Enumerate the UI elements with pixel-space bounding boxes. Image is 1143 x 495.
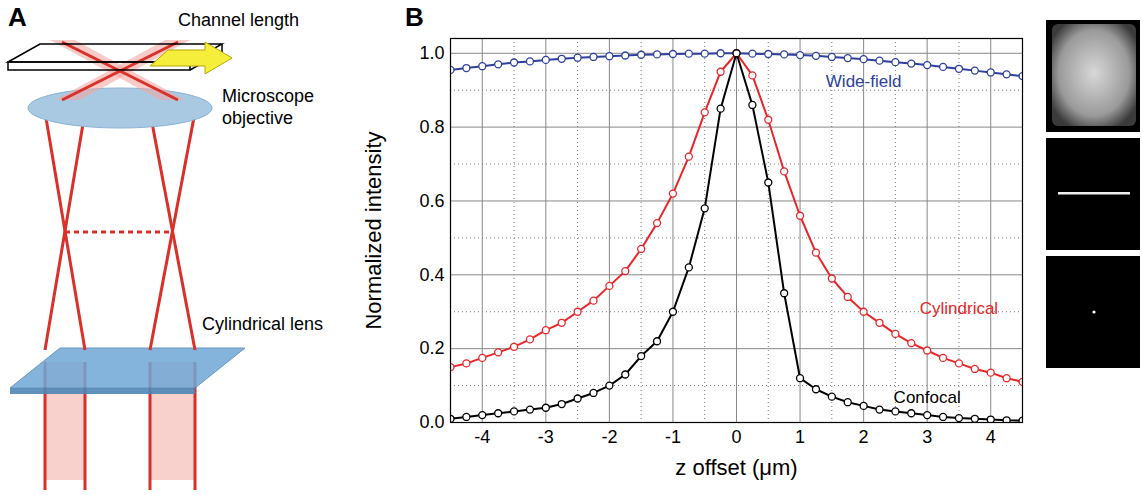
svg-text:z offset (μm): z offset (μm) — [675, 455, 797, 480]
svg-text:2: 2 — [859, 427, 869, 447]
svg-text:0.6: 0.6 — [419, 191, 444, 211]
svg-text:Wide-field: Wide-field — [826, 72, 902, 91]
svg-text:1.0: 1.0 — [419, 43, 444, 63]
svg-text:0.0: 0.0 — [419, 412, 444, 432]
svg-text:Microscopeobjective: Microscopeobjective — [222, 86, 314, 128]
svg-text:0: 0 — [731, 427, 741, 447]
svg-text:-2: -2 — [601, 427, 617, 447]
svg-text:4: 4 — [986, 427, 996, 447]
svg-text:1: 1 — [795, 427, 805, 447]
svg-text:3: 3 — [922, 427, 932, 447]
svg-text:0.4: 0.4 — [419, 265, 444, 285]
html-text:A: A — [8, 2, 27, 32]
svg-text:Cylindrical lens: Cylindrical lens — [202, 314, 323, 334]
svg-text:-4: -4 — [474, 427, 490, 447]
svg-text:-3: -3 — [538, 427, 554, 447]
svg-text:Channel length: Channel length — [178, 10, 299, 30]
svg-text:-1: -1 — [665, 427, 681, 447]
svg-text:0.8: 0.8 — [419, 117, 444, 137]
svg-text:0.2: 0.2 — [419, 338, 444, 358]
svg-text:Confocal: Confocal — [894, 388, 961, 407]
html-text:B: B — [405, 2, 424, 32]
svg-text:Cylindrical: Cylindrical — [920, 299, 998, 318]
svg-text:Normalized intensity: Normalized intensity — [361, 131, 386, 329]
